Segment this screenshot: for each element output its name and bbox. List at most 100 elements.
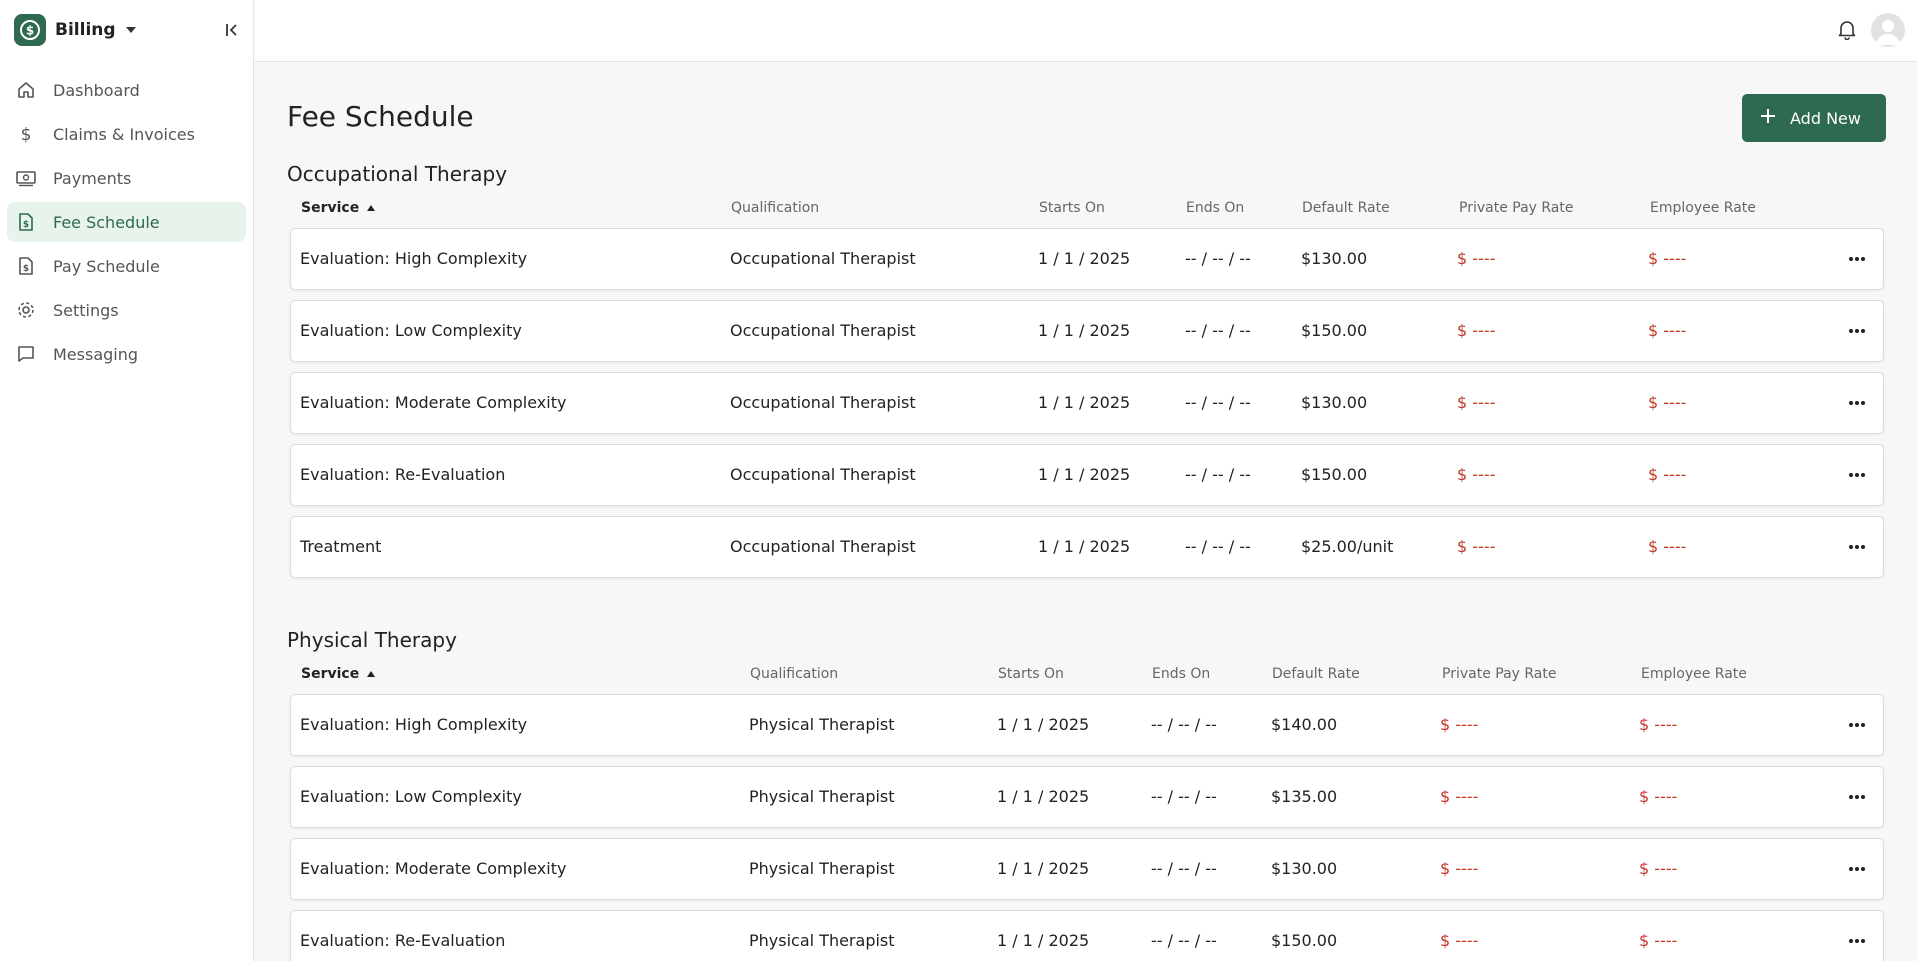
avatar[interactable]	[1871, 13, 1905, 47]
caret-down-icon	[125, 27, 136, 33]
cell-private-pay-rate: $ ----	[1440, 859, 1479, 878]
cell-default-rate: $150.00	[1271, 931, 1338, 950]
column-header-label: Qualification	[750, 666, 839, 682]
sidebar-item-label: Payments	[53, 168, 132, 188]
more-options-icon[interactable]	[1845, 857, 1869, 881]
column-header-qualification: Qualification	[731, 200, 819, 216]
cell-starts-on: 1 / 1 / 2025	[1038, 321, 1131, 340]
sidebar-item-settings[interactable]: Settings	[7, 290, 246, 330]
cell-default-rate: $130.00	[1301, 249, 1368, 268]
cell-starts-on: 1 / 1 / 2025	[1038, 249, 1131, 268]
bell-icon[interactable]	[1835, 18, 1859, 42]
sidebar-item-label: Fee Schedule	[53, 212, 160, 232]
sidebar-item-dashboard[interactable]: Dashboard	[7, 70, 246, 110]
more-options-icon[interactable]	[1845, 319, 1869, 343]
cell-private-pay-rate: $ ----	[1440, 715, 1479, 734]
billing-logo-icon: $	[14, 14, 46, 46]
column-header-qualification: Qualification	[750, 666, 838, 682]
sort-ascending-icon	[367, 671, 376, 677]
sidebar-item-fee-schedule[interactable]: $ Fee Schedule	[7, 202, 246, 242]
sidebar-item-label: Dashboard	[53, 80, 140, 100]
section-title: Occupational Therapy	[287, 162, 508, 186]
column-header-ends-on: Ends On	[1152, 666, 1210, 682]
cell-qualification: Occupational Therapist	[730, 465, 916, 484]
table-row[interactable]: Evaluation: Re-Evaluation Occupational Th…	[290, 444, 1884, 506]
cell-default-rate: $135.00	[1271, 787, 1338, 806]
column-header-service[interactable]: Service	[301, 666, 376, 682]
cell-default-rate: $130.00	[1271, 859, 1338, 878]
cell-service: Evaluation: Re-Evaluation	[300, 465, 506, 484]
cell-ends-on: -- / -- / --	[1151, 931, 1217, 950]
cell-private-pay-rate: $ ----	[1457, 249, 1496, 268]
cell-employee-rate: $ ----	[1639, 859, 1678, 878]
home-icon	[15, 79, 37, 101]
cell-qualification: Occupational Therapist	[730, 537, 916, 556]
app-switcher[interactable]: $ Billing	[14, 14, 136, 46]
collapse-sidebar-icon[interactable]	[222, 20, 242, 40]
cell-default-rate: $150.00	[1301, 465, 1368, 484]
cell-service: Evaluation: High Complexity	[300, 715, 528, 734]
column-header-label: Starts On	[1039, 200, 1105, 216]
sort-ascending-icon	[367, 205, 376, 211]
cell-qualification: Physical Therapist	[749, 787, 895, 806]
cell-private-pay-rate: $ ----	[1440, 787, 1479, 806]
cell-qualification: Physical Therapist	[749, 931, 895, 950]
column-header-label: Ends On	[1186, 200, 1245, 216]
cell-qualification: Occupational Therapist	[730, 249, 916, 268]
sidebar-item-messaging[interactable]: Messaging	[7, 334, 246, 374]
column-header-label: Service	[301, 200, 360, 216]
table-row[interactable]: Treatment Occupational Therapist 1 / 1 / 2…	[290, 516, 1884, 578]
cell-default-rate: $25.00/unit	[1301, 537, 1394, 556]
cell-starts-on: 1 / 1 / 2025	[1038, 537, 1131, 556]
column-header-label: Private Pay Rate	[1442, 666, 1557, 682]
top-bar	[255, 0, 1917, 62]
cell-ends-on: -- / -- / --	[1185, 249, 1251, 268]
more-options-icon[interactable]	[1845, 785, 1869, 809]
column-header-label: Service	[301, 666, 360, 682]
table-row[interactable]: Evaluation: Moderate Complexity Occupatio…	[290, 372, 1884, 434]
table-row[interactable]: Evaluation: Moderate Complexity Physical …	[290, 838, 1884, 900]
column-header-label: Ends On	[1152, 666, 1211, 682]
sidebar-item-claims-invoices[interactable]: $ Claims & Invoices	[7, 114, 246, 154]
cell-ends-on: -- / -- / --	[1151, 787, 1217, 806]
cell-employee-rate: $ ----	[1639, 931, 1678, 950]
column-header-label: Employee Rate	[1641, 666, 1747, 682]
table-row[interactable]: Evaluation: Low Complexity Occupational T…	[290, 300, 1884, 362]
column-header-service[interactable]: Service	[301, 200, 376, 216]
cell-service: Evaluation: Low Complexity	[300, 787, 522, 806]
cell-qualification: Physical Therapist	[749, 715, 895, 734]
svg-text:$: $	[23, 220, 29, 230]
column-header-default-rate: Default Rate	[1272, 666, 1360, 682]
plus-icon	[1760, 108, 1776, 128]
cell-private-pay-rate: $ ----	[1440, 931, 1479, 950]
sidebar-item-pay-schedule[interactable]: $ Pay Schedule	[7, 246, 246, 286]
column-header-label: Qualification	[731, 200, 820, 216]
sidebar-item-label: Messaging	[53, 344, 139, 364]
more-options-icon[interactable]	[1845, 391, 1869, 415]
cell-private-pay-rate: $ ----	[1457, 537, 1496, 556]
cell-default-rate: $150.00	[1301, 321, 1368, 340]
add-new-button[interactable]: Add New	[1742, 94, 1886, 142]
cell-employee-rate: $ ----	[1648, 393, 1687, 412]
cell-ends-on: -- / -- / --	[1185, 321, 1251, 340]
cell-starts-on: 1 / 1 / 2025	[997, 715, 1090, 734]
cell-service: Evaluation: Moderate Complexity	[300, 393, 567, 412]
more-options-icon[interactable]	[1845, 463, 1869, 487]
more-options-icon[interactable]	[1845, 535, 1869, 559]
more-options-icon[interactable]	[1845, 713, 1869, 737]
cell-private-pay-rate: $ ----	[1457, 393, 1496, 412]
column-header-starts-on: Starts On	[998, 666, 1064, 682]
table-row[interactable]: Evaluation: Re-Evaluation Physical Therap…	[290, 910, 1884, 961]
cell-starts-on: 1 / 1 / 2025	[997, 787, 1090, 806]
more-options-icon[interactable]	[1845, 247, 1869, 271]
chat-bubble-icon	[15, 343, 37, 365]
sidebar-item-payments[interactable]: Payments	[7, 158, 246, 198]
table-row[interactable]: Evaluation: Low Complexity Physical Thera…	[290, 766, 1884, 828]
table-row[interactable]: Evaluation: High Complexity Occupational …	[290, 228, 1884, 290]
table-row[interactable]: Evaluation: High Complexity Physical Ther…	[290, 694, 1884, 756]
cell-service: Evaluation: High Complexity	[300, 249, 528, 268]
more-options-icon[interactable]	[1845, 929, 1869, 953]
cell-default-rate: $130.00	[1301, 393, 1368, 412]
app-name: Billing	[55, 20, 116, 40]
column-header-label: Default Rate	[1272, 666, 1360, 682]
